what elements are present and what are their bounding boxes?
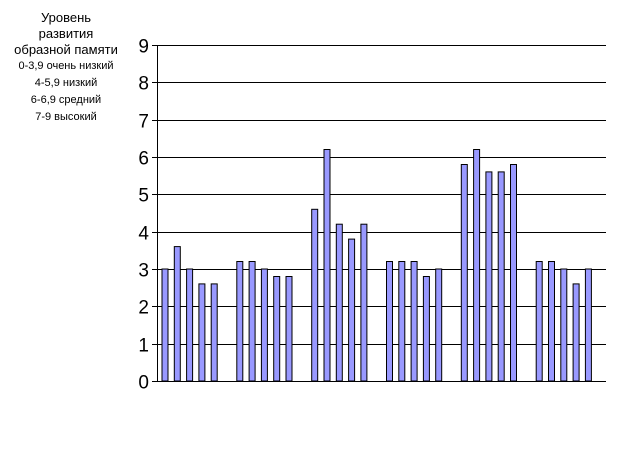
bar	[273, 276, 281, 382]
y-tick-label: 3	[138, 261, 149, 282]
bar	[335, 223, 343, 382]
legend-line: 6-6,9 средний	[30, 94, 102, 106]
y-tick-label: 9	[138, 37, 149, 58]
bar	[560, 268, 568, 382]
bar	[260, 268, 268, 382]
y-tick-labels: 0 1 2 3 4 5 6 7 8 9	[138, 37, 149, 394]
bar	[311, 208, 319, 382]
bar	[360, 223, 368, 382]
bar	[548, 261, 555, 382]
y-tick-label: 0	[138, 373, 149, 394]
y-tick-label: 2	[138, 298, 149, 319]
legend-line: 4-5,9 низкий	[34, 77, 98, 89]
y-tick-label: 1	[138, 336, 149, 357]
legend-line: 7-9 высокий	[35, 111, 97, 123]
legend-line: образной памяти	[14, 42, 118, 57]
bar	[186, 268, 194, 382]
bar	[236, 261, 244, 382]
legend-line: 0-3,9 очень низкий	[18, 60, 114, 72]
bar	[510, 164, 517, 382]
bar	[248, 261, 256, 382]
bar	[497, 171, 505, 382]
bar	[386, 261, 393, 382]
bar	[348, 238, 356, 382]
bar	[398, 261, 406, 382]
bar	[173, 246, 181, 382]
legend-line: развития	[38, 26, 94, 41]
bar	[460, 164, 468, 382]
bar	[422, 276, 430, 382]
legend-text-block: Уровень развития образной памяти 0-3,9 о…	[0, 10, 132, 126]
y-tick-label: 8	[138, 74, 149, 95]
bar	[473, 149, 481, 382]
bar	[410, 261, 418, 382]
bars	[161, 149, 592, 382]
bar	[572, 283, 580, 382]
bar	[161, 268, 169, 382]
bar	[435, 268, 443, 382]
bar	[485, 171, 493, 382]
legend-line: Уровень	[40, 10, 92, 25]
axes	[152, 45, 606, 382]
bar	[535, 261, 543, 382]
bar	[323, 149, 331, 382]
bar	[198, 283, 206, 382]
y-tick-label: 6	[138, 149, 149, 170]
bar	[285, 276, 293, 382]
y-tick-label: 7	[138, 112, 149, 133]
y-tick-label: 5	[138, 186, 149, 207]
bar	[584, 268, 592, 382]
y-tick-label: 4	[138, 224, 149, 245]
grid-lines	[157, 45, 606, 345]
bar	[210, 283, 218, 382]
